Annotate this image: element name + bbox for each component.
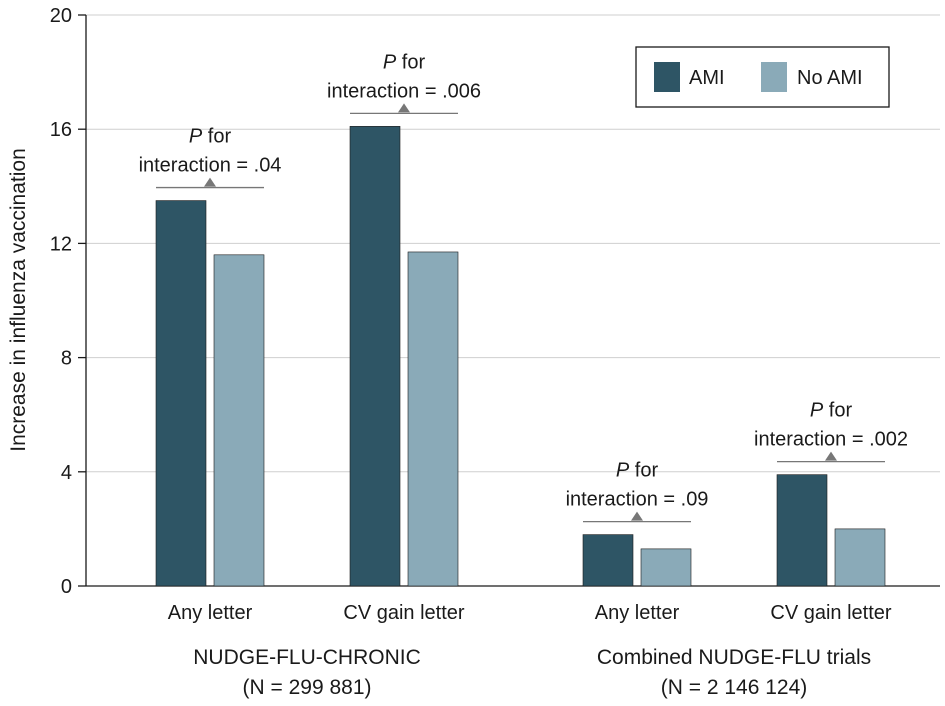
- annotation-interaction-label: interaction = .09: [566, 489, 709, 511]
- bar-ami: [776, 474, 828, 587]
- legend-label-no-ami: No AMI: [797, 67, 863, 89]
- annotation-p-label: P for: [616, 460, 659, 482]
- legend: AMI No AMI: [635, 46, 890, 108]
- legend-label-ami: AMI: [689, 67, 725, 89]
- group-subtitle: (N = 2 146 124): [661, 676, 808, 699]
- category-labels: Any letter CV gain letter NUDGE-FLU-CHRONI…: [168, 602, 892, 699]
- annotation-interaction-label: interaction = .04: [139, 155, 282, 177]
- y-tick-label: 12: [50, 233, 72, 255]
- y-axis-label: Increase in influenza vaccination: [7, 148, 30, 452]
- bars: [155, 126, 886, 587]
- y-tick-label: 20: [50, 5, 72, 27]
- group-subtitle: (N = 299 881): [243, 676, 372, 699]
- category-label: Any letter: [595, 602, 680, 624]
- legend-swatch-ami: [654, 62, 680, 92]
- bar-no-ami: [834, 528, 886, 587]
- y-tick-label: 4: [61, 462, 72, 484]
- annotation-arrow: [825, 451, 837, 461]
- annotation-arrow: [398, 103, 410, 113]
- bar-no-ami: [640, 548, 692, 587]
- interaction-annotations: P for interaction = .04 P for interaction =…: [139, 51, 908, 523]
- annotation-arrow: [204, 177, 216, 187]
- legend-swatch-no-ami: [761, 62, 787, 92]
- category-label: CV gain letter: [770, 602, 892, 624]
- category-label: Any letter: [168, 602, 253, 624]
- annotation-p-label: P for: [383, 51, 426, 73]
- y-tick-label: 16: [50, 119, 72, 141]
- annotation-p-label: P for: [189, 126, 232, 148]
- y-tick-label: 0: [61, 576, 72, 598]
- bar-ami: [155, 200, 207, 587]
- annotation-interaction-label: interaction = .006: [327, 80, 481, 102]
- bar-ami: [582, 534, 634, 587]
- bar-no-ami: [213, 254, 265, 587]
- bar-no-ami: [407, 251, 459, 587]
- annotation-arrow: [631, 511, 643, 521]
- group-label: NUDGE-FLU-CHRONIC: [193, 646, 421, 669]
- annotation-p-label: P for: [810, 400, 853, 422]
- y-tick-label: 8: [61, 348, 72, 370]
- group-label: Combined NUDGE-FLU trials: [597, 646, 871, 669]
- category-label: CV gain letter: [343, 602, 465, 624]
- annotation-interaction-label: interaction = .002: [754, 429, 908, 451]
- bar-ami: [349, 126, 401, 587]
